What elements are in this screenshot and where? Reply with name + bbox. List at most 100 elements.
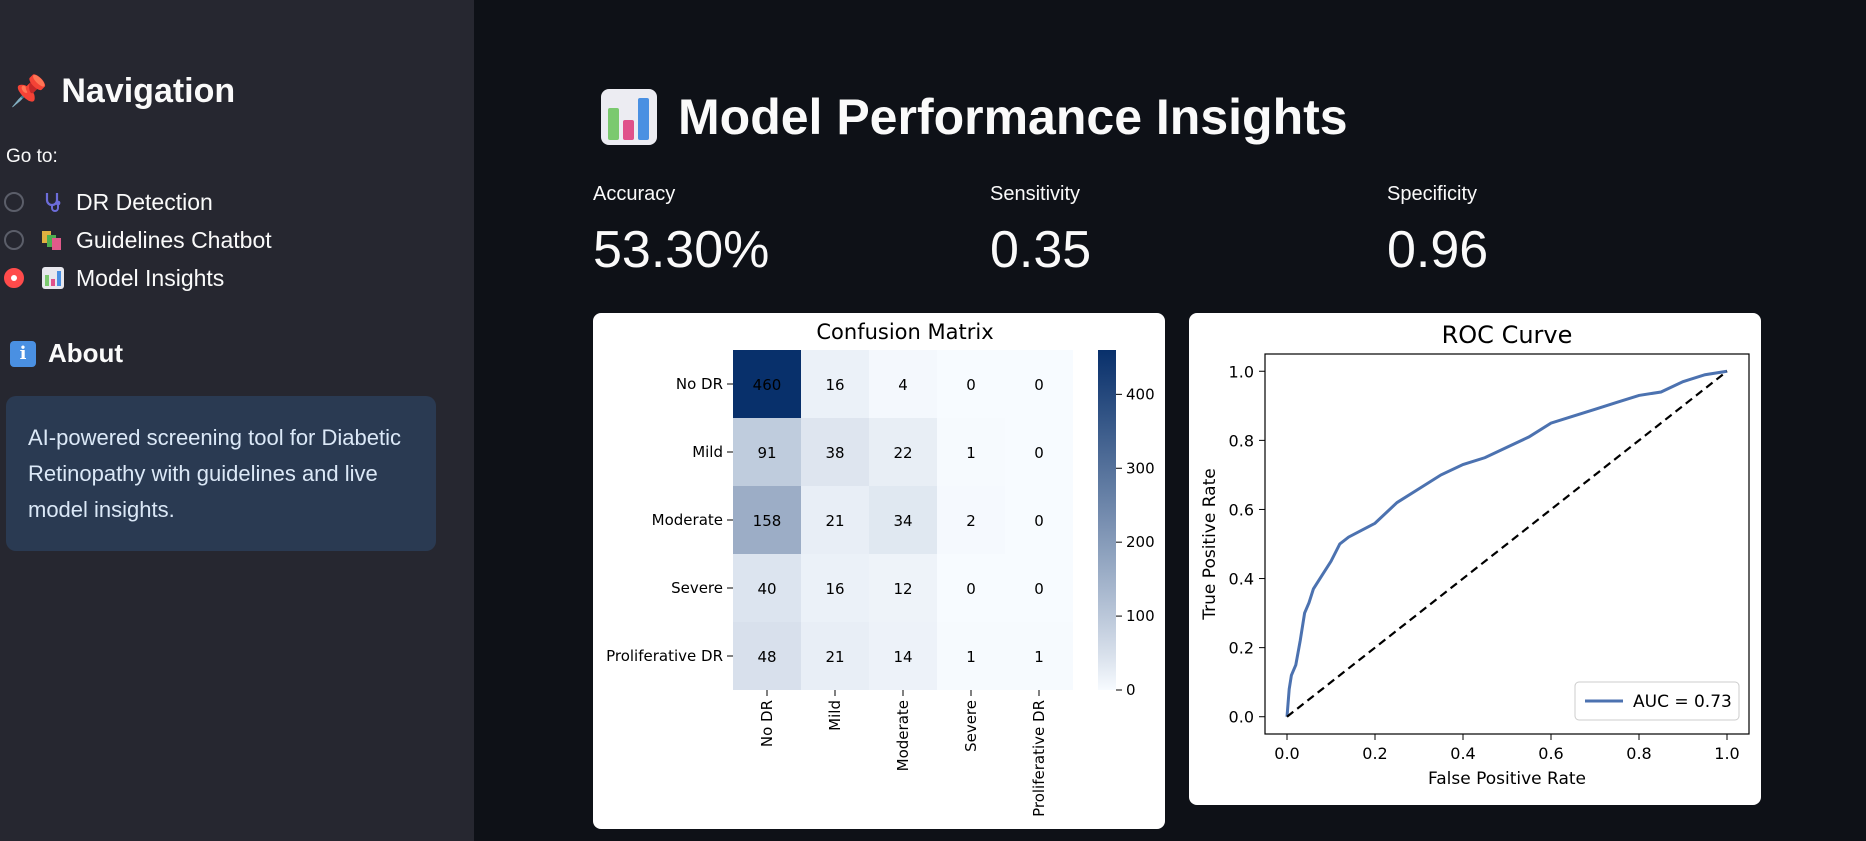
colorbar: [1098, 350, 1116, 690]
cell-value: 0: [1034, 512, 1044, 530]
navigation-title: Navigation: [61, 72, 236, 110]
nav-option-dr-detection[interactable]: DR Detection: [4, 183, 272, 221]
cell-value: 1: [1034, 648, 1044, 666]
colorbar-tick-label: 200: [1126, 533, 1155, 551]
cell-value: 1: [966, 444, 976, 462]
heatmap-cell: [937, 554, 1005, 622]
heatmap-cell: [937, 622, 1005, 690]
x-tick-label: Mild: [826, 700, 844, 731]
stethoscope-icon: [40, 191, 66, 213]
heatmap-cell: [733, 554, 801, 622]
heatmap-cell: [733, 418, 801, 486]
heatmap-cell: [869, 554, 937, 622]
heatmap-cell: [801, 486, 869, 554]
metric-value: 0.96: [1387, 221, 1489, 279]
cell-value: 14: [893, 648, 912, 666]
y-tick-label: Severe: [671, 579, 723, 597]
navigation-header: 📌 Navigation: [10, 72, 235, 111]
pushpin-icon: 📌: [10, 75, 48, 108]
about-info-box: AI-powered screening tool for Diabetic R…: [6, 396, 436, 551]
heatmap-cell: [1005, 622, 1073, 690]
y-tick-label: 0.6: [1229, 500, 1254, 519]
x-tick-label: No DR: [758, 700, 776, 747]
heatmap-cell: [1005, 350, 1073, 418]
radio-button-selected[interactable]: [4, 268, 24, 288]
heatmap-cell: [733, 350, 801, 418]
metric-value: 0.35: [990, 221, 1092, 279]
plot-frame: [1264, 353, 1750, 735]
cell-value: 0: [966, 580, 976, 598]
page-title-text: Model Performance Insights: [678, 89, 1348, 145]
x-tick-label: 0.4: [1450, 744, 1475, 763]
cell-value: 48: [757, 648, 776, 666]
heatmap-cell: [801, 350, 869, 418]
metric-label: Sensitivity: [990, 183, 1081, 205]
cell-value: 12: [893, 580, 912, 598]
heatmap-cell: [869, 486, 937, 554]
colorbar-tick-label: 400: [1126, 385, 1155, 403]
y-tick-label: 1.0: [1229, 362, 1254, 381]
heatmap-cell: [801, 554, 869, 622]
cell-value: 21: [825, 648, 844, 666]
cell-value: 38: [825, 444, 844, 462]
y-tick-label: Mild: [692, 443, 723, 461]
y-tick-label: 0.0: [1229, 708, 1254, 727]
x-tick-label: 1.0: [1714, 744, 1739, 763]
x-tick-label: Moderate: [894, 700, 912, 771]
colorbar-tick-label: 0: [1126, 681, 1136, 699]
metric-sensitivity: Sensitivity 0.35: [990, 183, 1091, 280]
chart-title: ROC Curve: [1442, 321, 1573, 349]
cell-value: 91: [757, 444, 776, 462]
bar-chart-icon: [40, 267, 66, 289]
confusion-matrix-panel: Confusion Matrix 460 16 4 0 0 91 38 22 1 0 158 21 34 2…: [593, 313, 1165, 829]
y-tick-label: Proliferative DR: [606, 647, 723, 665]
cell-value: 4: [898, 376, 908, 394]
goto-label: Go to:: [6, 146, 58, 167]
heatmap-cell: [869, 622, 937, 690]
cell-value: 0: [1034, 580, 1044, 598]
about-header: i About: [10, 338, 123, 369]
x-axis-label: False Positive Rate: [1428, 769, 1586, 789]
y-tick-label: 0.8: [1229, 431, 1254, 450]
x-tick-label: 0.2: [1362, 744, 1387, 763]
info-icon: i: [10, 340, 36, 367]
bar-chart-icon: [601, 89, 657, 145]
heatmap-cell: [1005, 554, 1073, 622]
metric-value: 53.30%: [593, 221, 770, 279]
metric-accuracy: Accuracy 53.30%: [593, 183, 769, 280]
cell-value: 22: [893, 444, 912, 462]
heatmap-cell: [801, 418, 869, 486]
metric-specificity: Specificity 0.96: [1387, 183, 1488, 280]
y-tick-label: 0.2: [1229, 639, 1254, 658]
metric-label: Accuracy: [593, 183, 676, 205]
colorbar-tick-label: 100: [1126, 607, 1155, 625]
page-title: Model Performance Insights: [600, 88, 1348, 146]
diagonal-reference-line: [1286, 370, 1728, 718]
y-tick-label: Moderate: [652, 511, 723, 529]
radio-button[interactable]: [4, 230, 24, 250]
nav-option-label: Guidelines Chatbot: [76, 226, 272, 253]
heatmap-cell: [733, 622, 801, 690]
cell-value: 158: [753, 512, 782, 530]
legend-box: [1574, 681, 1740, 721]
heatmap-cell: [1005, 486, 1073, 554]
x-tick-label: 0.6: [1538, 744, 1563, 763]
x-tick-label: Proliferative DR: [1030, 700, 1048, 817]
cell-value: 0: [966, 376, 976, 394]
heatmap-cell: [1005, 418, 1073, 486]
heatmap-cell: [733, 486, 801, 554]
cell-value: 16: [825, 580, 844, 598]
books-icon: [40, 229, 66, 251]
y-tick-label: 0.4: [1229, 570, 1254, 589]
nav-option-model-insights[interactable]: Model Insights: [4, 259, 272, 297]
heatmap-cell: [937, 418, 1005, 486]
roc-curve-panel: ROC Curve 0.0 0.2 0.4 0.6 0.8 1.0 0.0 0.2 0.4 0.6 0…: [1189, 313, 1761, 805]
radio-button[interactable]: [4, 192, 24, 212]
heatmap-cell: [937, 350, 1005, 418]
heatmap-cell: [801, 622, 869, 690]
y-tick-label: No DR: [676, 375, 723, 393]
nav-option-guidelines-chatbot[interactable]: Guidelines Chatbot: [4, 221, 272, 259]
x-tick-label: 0.0: [1274, 744, 1299, 763]
cell-value: 21: [825, 512, 844, 530]
